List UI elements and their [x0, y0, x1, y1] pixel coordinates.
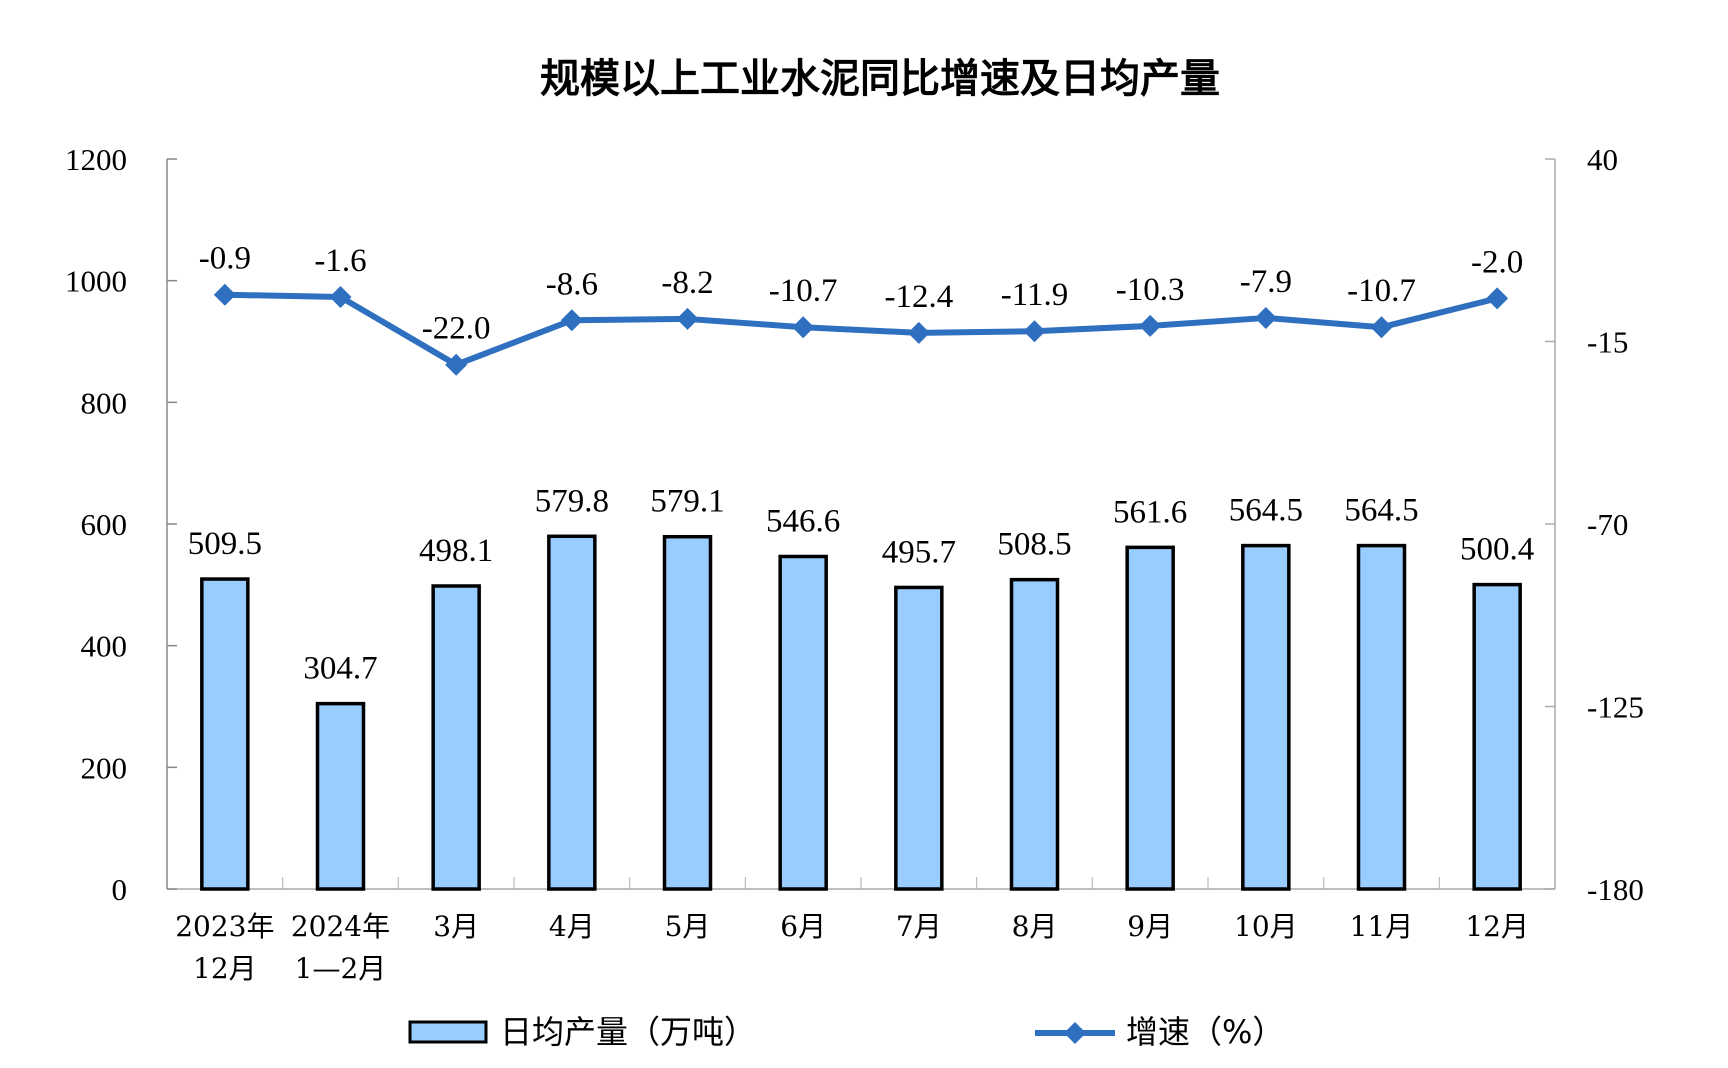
x-tick-label: 3月: [433, 910, 479, 943]
bar-data-label: 495.7: [882, 534, 956, 570]
right-tick-label: 40: [1587, 142, 1618, 177]
line-point-marker: [676, 307, 699, 330]
bar: [547, 534, 597, 891]
legend-line-label: 增速（%）: [1126, 1013, 1284, 1051]
right-tick-label: -180: [1587, 872, 1644, 907]
line-data-label: -2.0: [1471, 244, 1523, 280]
line-data-label: -10.7: [1347, 273, 1416, 309]
bar: [778, 554, 828, 891]
x-tick-label: 4月: [549, 910, 595, 943]
bar-data-label: 304.7: [303, 651, 377, 687]
x-tick-label: 6月: [780, 910, 826, 943]
bar-data-label: 564.5: [1229, 493, 1303, 529]
legend: 日均产量（万吨） 增速（%）: [408, 1013, 1284, 1051]
bar-data-label: 561.6: [1113, 494, 1187, 530]
bar-data-label: 579.1: [650, 484, 724, 520]
bar-data-label: 508.5: [997, 527, 1071, 563]
right-tick-label: -70: [1587, 507, 1628, 542]
line-data-label: -10.3: [1116, 272, 1185, 308]
line-data-label: -8.2: [661, 265, 713, 301]
line-point-marker: [1370, 316, 1393, 339]
x-tick-label: 1—2月: [295, 952, 387, 985]
left-tick-label: 1200: [65, 142, 127, 177]
bar-data-label: 498.1: [419, 533, 493, 569]
left-tick-label: 0: [112, 872, 128, 907]
chart-title: 规模以上工业水泥同比增速及日均产量: [540, 56, 1220, 102]
x-tick-label: 5月: [665, 910, 711, 943]
x-tick-label: 12月: [193, 952, 257, 985]
x-tick-label: 12月: [1465, 910, 1529, 943]
x-tick-label: 11月: [1350, 910, 1414, 943]
x-tick-label: 9月: [1127, 910, 1173, 943]
bar: [1125, 545, 1175, 891]
line-point-marker: [1254, 306, 1277, 329]
x-tick-label: 7月: [896, 910, 942, 943]
line-data-label: -0.9: [199, 241, 251, 277]
legend-bar-swatch: [408, 1020, 488, 1044]
line-data-label: -12.4: [884, 279, 953, 315]
line-point-marker: [907, 321, 930, 344]
bar: [200, 577, 250, 891]
line-data-label: -7.9: [1240, 264, 1292, 300]
bar-data-label: 546.6: [766, 503, 840, 539]
growth-line: [224, 291, 1498, 368]
line-point-marker: [329, 286, 352, 309]
left-tick-label: 800: [81, 385, 128, 420]
legend-bar-label: 日均产量（万吨）: [500, 1013, 756, 1051]
bar: [1241, 543, 1291, 891]
bar: [315, 701, 366, 891]
x-tick-label: 2023年: [175, 910, 274, 943]
right-tick-label: -125: [1587, 690, 1644, 725]
line-point-marker: [445, 353, 468, 376]
bar: [431, 584, 481, 891]
bar: [662, 534, 713, 891]
bar: [1009, 577, 1060, 891]
line-point-marker: [1023, 320, 1046, 343]
line-data-label: -11.9: [1001, 277, 1069, 313]
line-point-marker: [1139, 314, 1162, 337]
line-point-marker: [213, 283, 236, 306]
bar-data-label: 500.4: [1460, 532, 1534, 568]
bar: [894, 585, 944, 891]
x-tick-label: 2024年: [291, 910, 390, 943]
legend-diamond-marker: [1064, 1022, 1086, 1044]
line-data-label: -1.6: [314, 243, 366, 279]
bar: [1356, 543, 1407, 891]
x-tick-label: 10月: [1234, 910, 1298, 943]
bar: [1472, 582, 1522, 891]
line-data-label: -10.7: [769, 273, 838, 309]
bar-data-label: 509.5: [188, 526, 262, 562]
left-tick-label: 1000: [65, 264, 127, 299]
bar-data-label: 564.5: [1344, 493, 1418, 529]
line-point-marker: [792, 316, 815, 339]
line-point-marker: [1486, 287, 1509, 310]
left-tick-label: 400: [81, 629, 128, 664]
right-tick-label: -15: [1587, 325, 1628, 360]
left-tick-label: 600: [81, 507, 128, 542]
line-data-label: -8.6: [546, 266, 598, 302]
bar-data-label: 579.8: [535, 483, 609, 519]
line-point-marker: [560, 309, 583, 332]
left-tick-label: 200: [81, 750, 128, 785]
line-data-label: -22.0: [422, 311, 491, 347]
x-tick-label: 8月: [1012, 910, 1058, 943]
